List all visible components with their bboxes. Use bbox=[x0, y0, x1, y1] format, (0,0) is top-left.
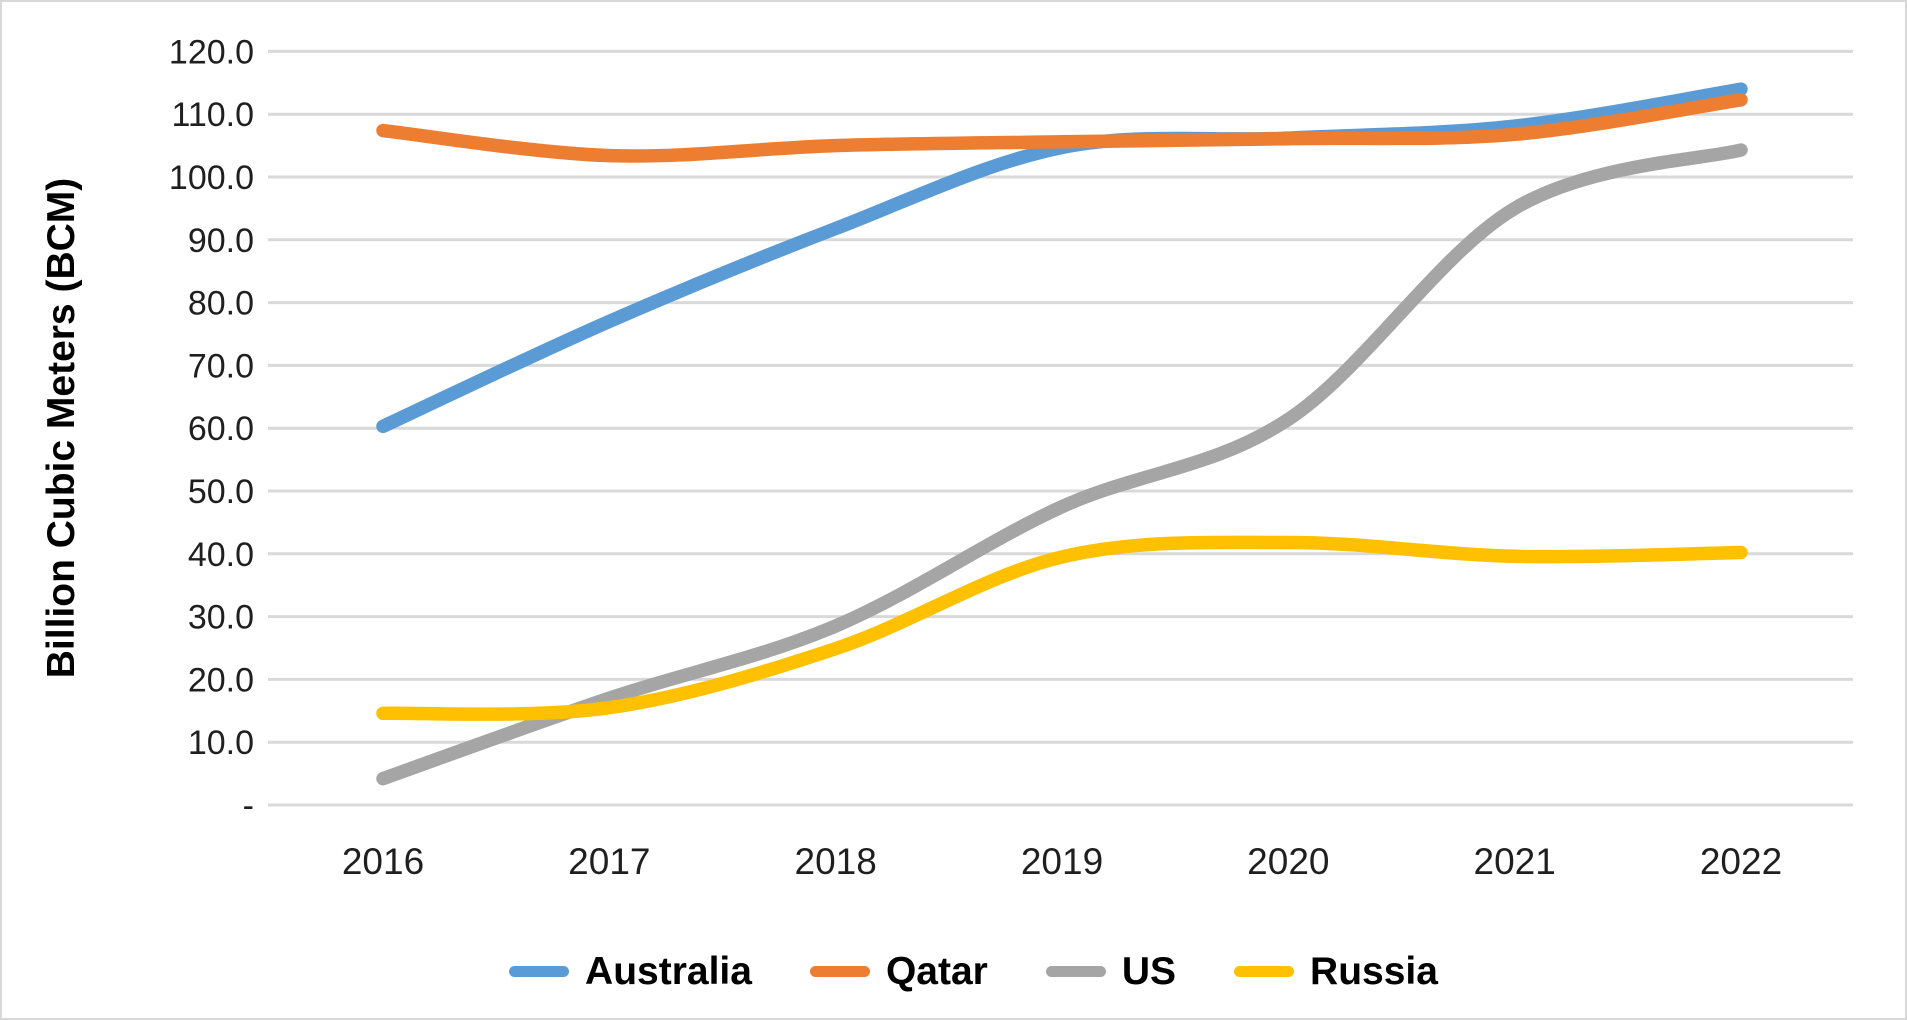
y-tick-label: 90.0 bbox=[188, 222, 254, 260]
legend-swatch-us bbox=[1045, 965, 1106, 977]
legend-swatch-russia bbox=[1234, 965, 1295, 977]
y-tick-label: 30.0 bbox=[188, 599, 254, 637]
series-line-russia bbox=[376, 535, 1748, 721]
y-tick-label: 110.0 bbox=[171, 96, 254, 134]
x-tick-label: 2020 bbox=[1247, 841, 1329, 882]
legend-label-australia: Australia bbox=[585, 949, 752, 993]
legend-item-qatar: Qatar bbox=[809, 949, 988, 993]
y-tick-label: 120.0 bbox=[169, 33, 254, 71]
x-tick-label: 2022 bbox=[1700, 841, 1782, 882]
legend-item-russia: Russia bbox=[1234, 952, 1438, 991]
x-tick-label: 2021 bbox=[1474, 841, 1556, 882]
x-tick-label: 2018 bbox=[795, 841, 877, 882]
y-tick-label: 80.0 bbox=[188, 285, 254, 323]
legend-swatch-qatar bbox=[809, 965, 870, 977]
series-line-qatar bbox=[376, 93, 1748, 163]
chart-legend: Australia Qatar US Russia bbox=[2, 940, 1905, 1002]
legend-item-australia: Australia bbox=[509, 952, 752, 991]
x-tick-label: 2017 bbox=[568, 841, 650, 882]
y-tick-label: 100.0 bbox=[169, 159, 254, 197]
legend-label-russia: Russia bbox=[1310, 949, 1438, 993]
x-tick-label: 2016 bbox=[342, 841, 424, 882]
y-tick-label: 40.0 bbox=[188, 536, 254, 574]
y-tick-label: 10.0 bbox=[188, 724, 254, 762]
y-tick-label: 50.0 bbox=[188, 473, 254, 511]
y-tick-label: 70.0 bbox=[188, 347, 254, 385]
legend-label-qatar: Qatar bbox=[885, 949, 988, 993]
x-tick-label: 2019 bbox=[1021, 841, 1103, 882]
series-line-us bbox=[376, 143, 1748, 786]
y-axis-title-text: Billion Cubic Meters (BCM) bbox=[40, 177, 83, 679]
y-tick-label: 60.0 bbox=[188, 410, 254, 448]
y-tick-label: - bbox=[243, 787, 254, 825]
y-tick-label: 20.0 bbox=[188, 661, 254, 699]
legend-item-us: US bbox=[1045, 949, 1177, 993]
legend-label-us: US bbox=[1121, 949, 1177, 993]
legend-swatch-australia bbox=[509, 965, 570, 977]
